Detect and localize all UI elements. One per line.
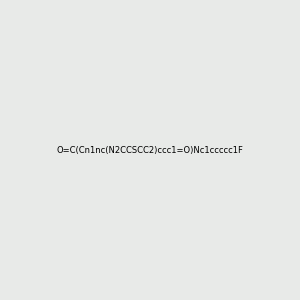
- Text: O=C(Cn1nc(N2CCSCC2)ccc1=O)Nc1ccccc1F: O=C(Cn1nc(N2CCSCC2)ccc1=O)Nc1ccccc1F: [57, 146, 243, 154]
